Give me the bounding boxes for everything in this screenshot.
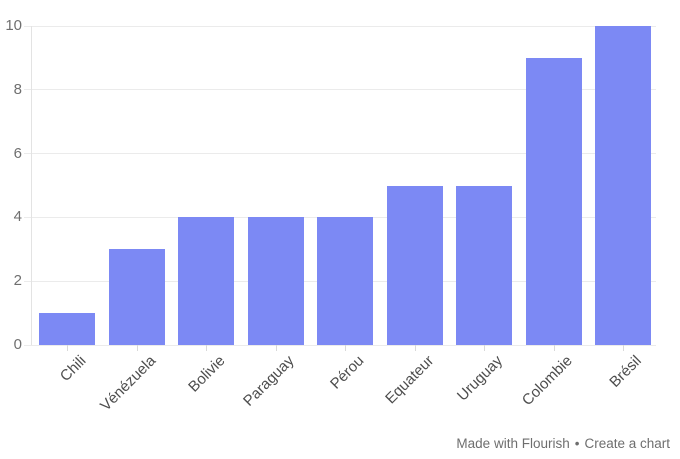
x-tick-label: Bolivie — [185, 352, 229, 396]
y-tick-label: 10 — [5, 17, 22, 34]
x-tick-mark — [484, 345, 485, 351]
footer-separator: • — [574, 436, 580, 451]
x-tick-label: Paraguay — [240, 352, 298, 410]
x-tick-mark — [275, 345, 277, 351]
x-tick-label: Equateur — [381, 352, 437, 408]
x-tick-mark — [206, 345, 207, 351]
x-tick-label: Uruguay — [454, 352, 507, 405]
y-tick-label: 4 — [13, 208, 22, 226]
x-tick-mark — [67, 345, 68, 351]
bar-uruguay[interactable] — [456, 185, 512, 345]
x-tick-label: Vénézuela — [96, 352, 159, 415]
y-tick-label: 8 — [13, 80, 22, 98]
bar-bresil[interactable] — [595, 26, 651, 345]
flourish-footer: Made with Flourish • Create a chart — [456, 436, 670, 452]
y-tick-label: 0 — [13, 336, 22, 353]
bar-perou[interactable] — [317, 217, 373, 345]
bar-venezuela[interactable] — [108, 249, 165, 345]
x-tick-label: Brésil — [606, 352, 646, 391]
create-a-chart-link[interactable]: Create a chart — [584, 436, 670, 451]
y-axis-line — [31, 26, 32, 345]
x-tick-label: Chili — [56, 352, 90, 385]
bar-paraguay[interactable] — [247, 217, 304, 345]
x-tick-label: Pérou — [326, 352, 368, 393]
gridline — [24, 153, 656, 155]
x-tick-mark — [623, 345, 624, 351]
y-tick-label: 6 — [13, 144, 22, 162]
bar-colombie[interactable] — [525, 57, 582, 345]
x-tick-mark — [136, 345, 138, 351]
made-with-flourish-link[interactable]: Made with Flourish — [456, 436, 570, 451]
x-tick-mark — [553, 345, 555, 351]
x-tick-label: Colombie — [518, 352, 576, 410]
x-tick-mark — [414, 345, 416, 351]
bar-bolivie[interactable] — [178, 217, 234, 345]
bar-chili[interactable] — [39, 313, 95, 345]
bar-equateur[interactable] — [386, 185, 443, 345]
gridline — [24, 89, 656, 91]
y-tick-label: 2 — [13, 272, 22, 290]
x-tick-mark — [345, 345, 346, 351]
gridline — [24, 25, 656, 27]
x-axis-baseline — [24, 344, 656, 346]
